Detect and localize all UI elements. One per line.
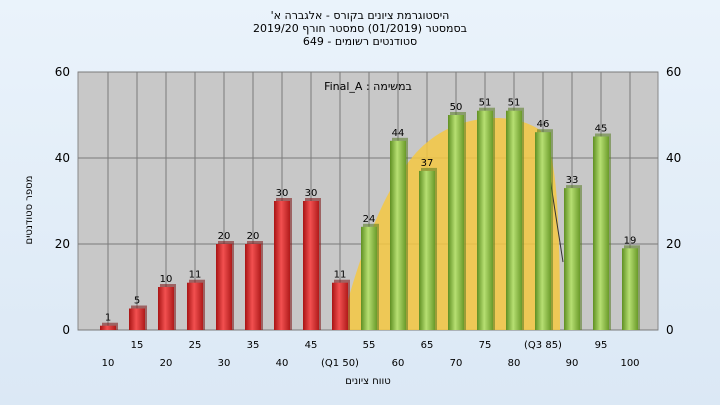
bars-group: 1 5 10 11 20 20 30 30 11 24 44 37 50 51 51 46 33 45 19: [100, 98, 640, 330]
data-label: 51: [508, 98, 521, 109]
x-axis-title: טווח ציונים: [345, 376, 390, 387]
x-tick-label: 60: [392, 358, 405, 369]
y-tick-label-right: 40: [666, 151, 681, 165]
bar: [303, 201, 319, 330]
data-label: 44: [392, 128, 405, 139]
x-tick-label: 80: [508, 358, 521, 369]
y-tick-label-right: 20: [666, 237, 681, 251]
y-tick-label: 40: [55, 151, 70, 165]
bar: [158, 287, 174, 330]
chart-title-line-2: בסמסטר (01/2019) סמסטר חורף 2019/20: [253, 22, 467, 35]
x-tick-label: 75: [479, 340, 492, 351]
x-tick-label: 45: [305, 340, 318, 351]
bar: [390, 140, 406, 330]
data-label: 20: [247, 231, 260, 242]
data-label: 37: [421, 158, 434, 169]
bar: [564, 188, 580, 330]
bar: [100, 325, 116, 330]
bar: [187, 282, 203, 330]
bar: [593, 136, 609, 330]
data-label: 33: [566, 175, 579, 186]
data-label: 46: [537, 119, 550, 130]
data-label: 30: [276, 188, 289, 199]
chart-annotation: Final_A : במשימה: [324, 80, 412, 93]
x-tick-label: 90: [566, 358, 579, 369]
x-tick-label: 70: [450, 358, 463, 369]
x-tick-label: 100: [620, 358, 639, 369]
bar: [245, 244, 261, 330]
y-axis-left: 0 20 40 60: [55, 65, 70, 337]
x-tick-label: 30: [218, 358, 231, 369]
data-label: 51: [479, 98, 492, 109]
x-tick-label: (Q3 85): [524, 340, 562, 351]
x-tick-label: 20: [160, 358, 173, 369]
x-tick-label: 65: [421, 340, 434, 351]
x-tick-label: 25: [189, 340, 202, 351]
y-axis-right: 0 20 40 60: [666, 65, 681, 337]
y-tick-label: 0: [62, 323, 70, 337]
bar: [419, 170, 435, 330]
data-label: 30: [305, 188, 318, 199]
x-tick-label: 95: [595, 340, 608, 351]
chart-title-line-1: 'היסטוגרמת ציונים בקורס - אלגברה א: [271, 9, 450, 22]
data-label: 10: [160, 274, 173, 285]
bar: [129, 308, 145, 330]
x-tick-label: 15: [131, 340, 144, 351]
data-label: 24: [363, 214, 376, 225]
data-label: 11: [334, 270, 347, 281]
bar: [622, 248, 638, 330]
chart-title-line-3: סטודנטים רשומים - 649: [303, 35, 417, 48]
bar: [477, 110, 493, 330]
bar: [448, 115, 464, 330]
bar: [506, 110, 522, 330]
data-label: 1: [105, 313, 111, 324]
x-tick-label: 35: [247, 340, 260, 351]
data-label: 45: [595, 124, 608, 135]
data-label: 20: [218, 231, 231, 242]
y-tick-label-right: 60: [666, 65, 681, 79]
y-axis-title: מספר סטודנטים: [24, 176, 35, 245]
x-tick-label: 40: [276, 358, 289, 369]
data-label: 11: [189, 270, 202, 281]
y-tick-label: 60: [55, 65, 70, 79]
y-tick-label: 20: [55, 237, 70, 251]
data-label: 50: [450, 102, 463, 113]
x-tick-label: (Q1 50): [321, 358, 359, 369]
bar: [274, 201, 290, 330]
y-tick-label-right: 0: [666, 323, 674, 337]
bar: [535, 132, 551, 330]
x-tick-label: 55: [363, 340, 376, 351]
bar: [332, 282, 348, 330]
data-label: 5: [134, 296, 140, 307]
x-axis: 10 15 20 25 30 35 40 45(Q1 50) 55 60 65 70 75 80(Q3 8…: [102, 340, 640, 369]
data-label: 19: [624, 235, 637, 246]
bar: [361, 226, 377, 330]
bar: [216, 244, 232, 330]
x-tick-label: 10: [102, 358, 115, 369]
